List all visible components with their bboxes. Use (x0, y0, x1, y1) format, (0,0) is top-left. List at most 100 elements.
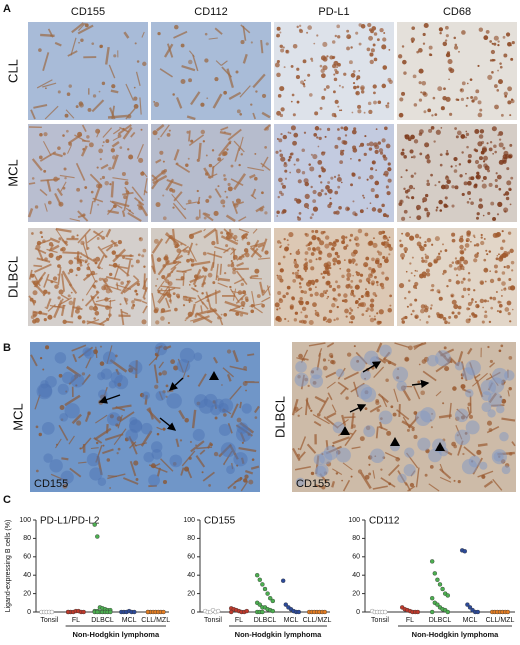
stain (404, 134, 407, 137)
stain (507, 86, 513, 92)
stain (382, 37, 387, 42)
stain (217, 277, 231, 282)
stain (162, 479, 168, 485)
stain (163, 43, 174, 58)
stain (495, 172, 498, 175)
stain (38, 155, 43, 160)
stain (371, 207, 377, 212)
stain (207, 272, 213, 278)
stain (234, 147, 240, 162)
stain (399, 243, 404, 248)
stain (31, 158, 43, 171)
stain (505, 196, 510, 201)
stain (408, 197, 410, 199)
stain (299, 296, 303, 301)
stain (467, 347, 473, 355)
stain (157, 260, 170, 276)
stain (381, 271, 385, 275)
cell (169, 454, 183, 468)
stain (289, 252, 292, 255)
stain (319, 64, 323, 68)
stain (367, 22, 372, 28)
stain (220, 313, 223, 316)
stain (332, 436, 350, 445)
stain (371, 268, 376, 272)
stain (32, 299, 37, 304)
stain (448, 278, 452, 283)
stain (34, 317, 40, 323)
stain (311, 229, 315, 233)
cell (350, 355, 366, 372)
stain (438, 296, 443, 301)
stain (227, 264, 231, 267)
stain (334, 190, 339, 195)
stain (160, 285, 181, 289)
stain (345, 396, 349, 400)
stain (436, 255, 442, 261)
stain (111, 250, 117, 255)
stain (68, 142, 72, 146)
stain (425, 268, 430, 273)
stain (496, 254, 499, 257)
stain (306, 31, 309, 34)
stain (223, 247, 231, 254)
stain (134, 197, 145, 206)
stain (156, 426, 163, 431)
stain (167, 321, 170, 325)
cell (294, 372, 309, 387)
stain (54, 284, 59, 289)
micrograph (397, 22, 517, 120)
stain (174, 24, 179, 30)
stain (363, 262, 369, 268)
stain (217, 282, 228, 288)
stain (48, 252, 54, 258)
stain (383, 241, 386, 243)
stain (498, 131, 504, 136)
stain (467, 278, 471, 282)
stain (201, 275, 207, 288)
stain (316, 412, 321, 417)
stain (314, 484, 322, 488)
stain (466, 82, 469, 85)
stain (314, 229, 319, 234)
stain (250, 277, 263, 280)
image-title: MCL (10, 403, 25, 430)
stain (365, 277, 371, 283)
stain (171, 194, 185, 210)
stain (438, 313, 444, 319)
micrograph-bg (151, 124, 271, 222)
stain (297, 447, 300, 450)
stain (472, 372, 488, 387)
stain (43, 273, 50, 288)
stain (453, 267, 458, 271)
stain (119, 303, 122, 306)
stain (378, 251, 383, 256)
stain (55, 227, 72, 233)
stain (438, 180, 441, 184)
stain (352, 262, 355, 265)
stain (315, 258, 318, 261)
stain (212, 93, 223, 109)
stain (488, 182, 493, 187)
stain (105, 244, 114, 252)
y-tick-label: 60 (352, 554, 360, 561)
stain (385, 185, 389, 189)
cell (198, 399, 214, 414)
stain (301, 171, 306, 175)
stain (373, 91, 376, 95)
stain (314, 126, 320, 131)
point (430, 609, 435, 615)
column-header: PD-L1 (318, 6, 349, 18)
row-label: CLL (5, 59, 20, 83)
stain (181, 245, 189, 252)
stain (507, 231, 512, 235)
cell (114, 375, 129, 390)
stain (241, 307, 244, 310)
stain (134, 289, 138, 293)
stain (28, 182, 36, 185)
stain (334, 99, 339, 104)
stain (350, 289, 355, 293)
stain (370, 29, 374, 34)
stain (360, 24, 366, 29)
stain (483, 314, 488, 319)
